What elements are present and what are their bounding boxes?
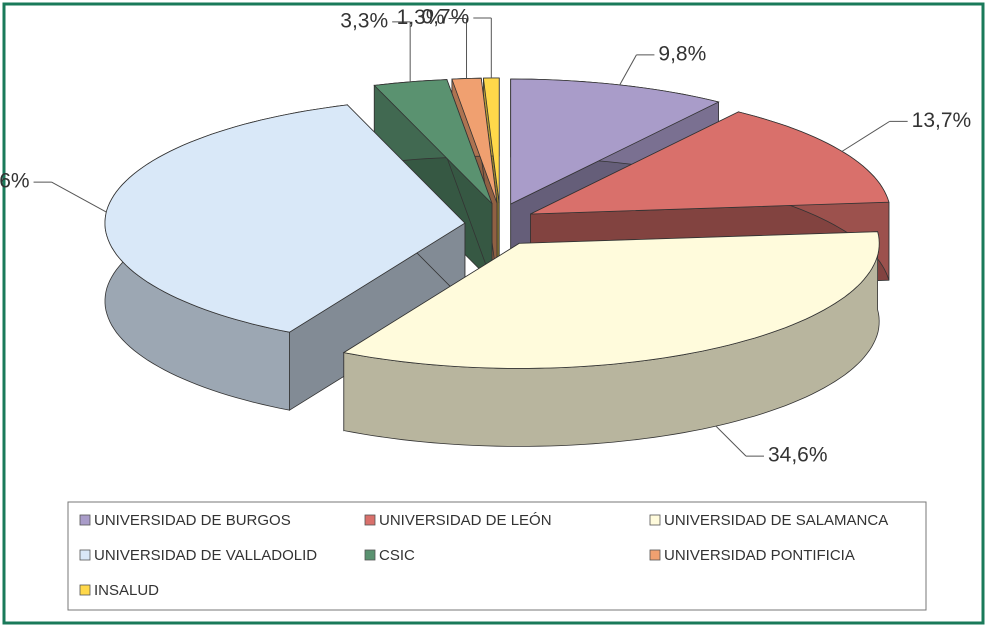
data-label: 1,3% xyxy=(397,6,445,29)
leader-line xyxy=(619,54,637,86)
legend-swatch xyxy=(79,584,91,596)
legend-swatch xyxy=(79,549,91,561)
slice xyxy=(510,78,720,205)
leader-line xyxy=(51,181,107,213)
legend-swatch xyxy=(649,514,661,526)
legend-swatch xyxy=(649,549,661,561)
legend-label: UNIVERSIDAD DE BURGOS xyxy=(94,512,291,529)
slice xyxy=(373,79,493,204)
slice xyxy=(104,104,466,333)
data-label: 0,7% xyxy=(421,6,469,29)
slice xyxy=(530,111,890,215)
legend-swatch xyxy=(364,549,376,561)
slice xyxy=(342,231,880,369)
legend-box xyxy=(67,501,927,611)
legend-label: CSIC xyxy=(379,547,415,564)
data-label: 13,7% xyxy=(912,109,972,132)
legend-label: UNIVERSIDAD DE LEÓN xyxy=(379,512,552,529)
legend-label: UNIVERSIDAD PONTIFICIA xyxy=(664,547,855,564)
data-label: 3,3% xyxy=(340,9,388,32)
pie xyxy=(104,77,890,447)
data-label: 9,8% xyxy=(658,42,706,65)
legend-swatch xyxy=(79,514,91,526)
leader-line xyxy=(715,425,747,457)
data-label: 34,6% xyxy=(768,444,828,467)
legend-label: INSALUD xyxy=(94,582,159,599)
data-label: 36,6% xyxy=(0,170,30,193)
legend-swatch xyxy=(364,514,376,526)
legend-label: UNIVERSIDAD DE VALLADOLID xyxy=(94,547,317,564)
leader-line xyxy=(841,120,890,152)
legend-label: UNIVERSIDAD DE SALAMANCA xyxy=(664,512,888,529)
slice xyxy=(451,77,498,204)
